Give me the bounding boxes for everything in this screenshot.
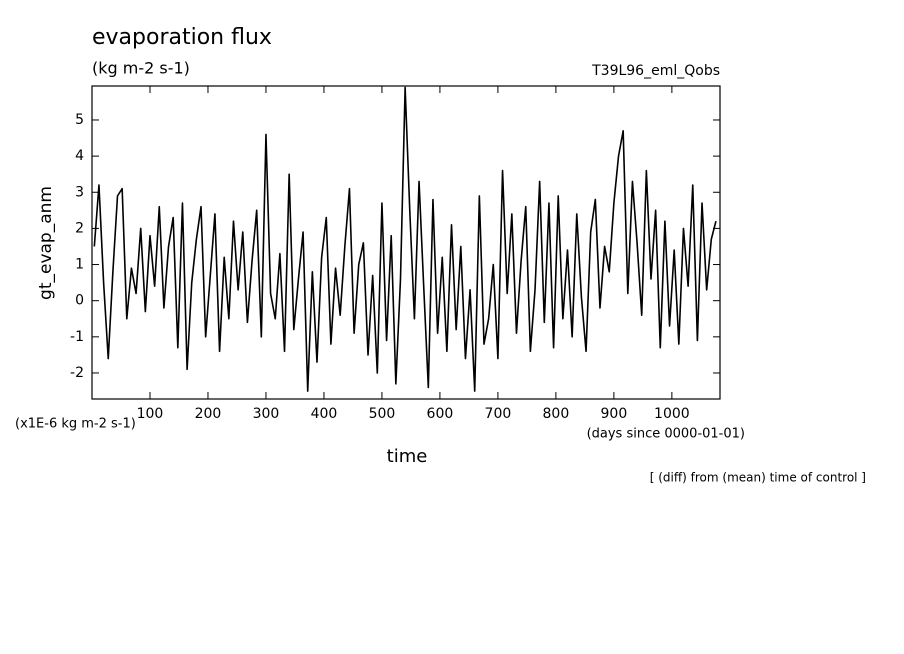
x-tick-label: 1000: [654, 406, 690, 422]
chart-subtitle: (kg m-2 s-1): [92, 59, 190, 78]
x-tick-label: 900: [601, 406, 628, 422]
run-label: T39L96_eml_Qobs: [591, 63, 720, 79]
chart-title: evaporation flux: [92, 25, 272, 50]
x-axis-label: time: [387, 446, 428, 467]
y-tick-label: -1: [70, 329, 84, 345]
y-tick-label: 0: [75, 293, 84, 309]
y-tick-label: -2: [70, 365, 84, 381]
note: [ (diff) from (mean) time of control ]: [650, 471, 866, 485]
y-units: (x1E-6 kg m-2 s-1): [15, 417, 136, 432]
x-tick-label: 500: [369, 406, 396, 422]
x-tick-label: 700: [485, 406, 512, 422]
y-tick-label: 5: [75, 112, 84, 128]
y-axis-label: gt_evap_anm: [36, 186, 56, 300]
x-units: (days since 0000-01-01): [587, 427, 745, 442]
plot-frame: [91, 85, 721, 400]
x-tick-label: 300: [253, 406, 280, 422]
x-tick-label: 800: [543, 406, 570, 422]
data-line: [93, 86, 717, 392]
x-tick-label: 400: [311, 406, 338, 422]
y-tick-label: 3: [75, 184, 84, 200]
x-tick-label: 600: [427, 406, 454, 422]
x-tick-label: 100: [137, 406, 164, 422]
y-tick-label: 1: [75, 257, 84, 273]
x-tick-label: 200: [195, 406, 222, 422]
y-tick-label: 2: [75, 220, 84, 236]
y-tick-label: 4: [75, 148, 84, 164]
